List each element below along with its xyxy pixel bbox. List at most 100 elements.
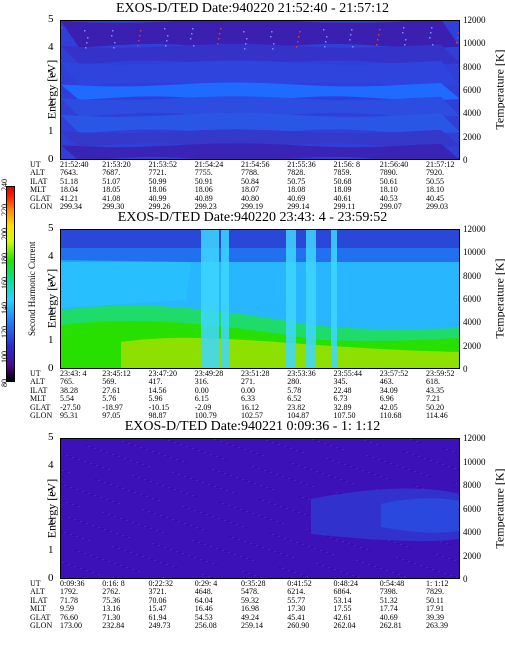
noise-dot	[253, 452, 255, 453]
noise-dot	[152, 543, 154, 544]
noise-dot	[293, 541, 295, 542]
temperature-tick-label: 8000	[463, 270, 481, 281]
noise-dot	[243, 557, 245, 558]
noise-dot	[86, 523, 88, 524]
noise-dot	[181, 522, 183, 523]
noise-dot	[236, 477, 238, 478]
noise-dot	[154, 560, 156, 561]
ephemeris-value: 299.26	[148, 202, 171, 211]
noise-dot	[113, 47, 115, 49]
panel-3-heatmap	[61, 439, 459, 578]
noise-dot	[120, 518, 122, 519]
noise-dot	[219, 549, 221, 550]
noise-dot	[314, 548, 316, 549]
noise-dot	[279, 522, 281, 523]
ephemeris-value: 7920.	[426, 168, 444, 178]
noise-dot	[408, 469, 410, 470]
noise-dot	[124, 458, 126, 459]
noise-dot	[102, 467, 104, 468]
noise-dot	[393, 464, 395, 465]
noise-dot	[365, 471, 367, 472]
ephemeris-value: 15.47	[148, 604, 167, 614]
noise-dot	[312, 439, 314, 440]
noise-dot	[78, 506, 80, 507]
temperature-tick-label: 10000	[463, 247, 486, 258]
noise-dot	[426, 475, 428, 476]
noise-dot	[396, 465, 398, 466]
noise-dot	[252, 513, 254, 514]
noise-dot	[191, 556, 193, 557]
noise-dot	[83, 522, 85, 523]
noise-dot	[264, 470, 266, 471]
noise-dot	[220, 28, 222, 30]
panel-3-title: EXOS-D/TED Date:940221 0:09:36 - 1: 1:12	[124, 419, 381, 434]
ephemeris-value: 5.78	[287, 385, 302, 395]
noise-dot	[170, 457, 172, 458]
noise-dot	[140, 494, 142, 495]
noise-dot	[414, 471, 416, 472]
noise-dot	[167, 35, 169, 37]
ephemeris-value: 38.28	[60, 385, 78, 395]
noise-dot	[285, 569, 287, 570]
noise-dot	[109, 453, 111, 454]
noise-dot	[215, 470, 217, 471]
noise-dot	[451, 467, 453, 468]
noise-dot	[199, 481, 201, 482]
noise-dot	[426, 567, 428, 568]
ephemeris-value: 21:54:24	[194, 160, 224, 169]
noise-dot	[160, 515, 162, 516]
noise-dot	[331, 476, 333, 477]
noise-dot	[332, 554, 334, 555]
ephemeris-value: 0:48:24	[333, 579, 358, 588]
ephemeris-value: 21:52:40	[60, 160, 89, 169]
noise-dot	[214, 439, 216, 440]
noise-dot	[405, 560, 407, 561]
noise-dot	[107, 530, 109, 531]
ephemeris-value: 7755.	[194, 168, 213, 178]
ephemeris-value: 49.24	[241, 612, 259, 622]
ephemeris-row-label: ILAT	[30, 595, 48, 605]
noise-dot	[457, 37, 459, 39]
noise-dot	[239, 525, 241, 526]
ephemeris-value: 104.87	[287, 411, 310, 420]
energy-tick-label: 3	[48, 69, 54, 81]
panel-2-plot	[60, 229, 460, 369]
ephemeris-value: 22.48	[333, 385, 352, 395]
noise-dot	[171, 441, 173, 442]
ephemeris-value: 59.32	[241, 595, 259, 605]
ephemeris-value: 75.36	[102, 595, 121, 605]
colorbar-tick-label: 80	[0, 379, 9, 387]
ephemeris-value: 41.21	[60, 193, 78, 203]
noise-dot	[87, 37, 89, 39]
noise-dot	[340, 571, 342, 572]
energy-tick-label: 2	[48, 97, 54, 109]
noise-dot	[118, 503, 120, 504]
noise-dot	[205, 530, 207, 531]
noise-dot	[262, 455, 264, 456]
noise-dot	[398, 574, 400, 575]
ephemeris-value: 173.00	[60, 621, 82, 630]
ephemeris-row-label: UT	[30, 160, 41, 169]
noise-dot	[444, 573, 446, 574]
noise-dot	[124, 550, 126, 551]
ephemeris-value: 50.11	[426, 595, 444, 605]
noise-dot	[420, 473, 422, 474]
temperature-axis-label: Temperature [K]	[492, 467, 505, 549]
noise-dot	[299, 451, 301, 452]
noise-dot	[302, 497, 304, 498]
noise-dot	[284, 446, 286, 447]
noise-dot	[64, 532, 66, 533]
noise-dot	[419, 487, 421, 488]
noise-dot	[349, 574, 351, 575]
noise-dot	[126, 520, 128, 521]
noise-dot	[119, 534, 121, 535]
ephemeris-value: 50.20	[426, 402, 444, 412]
noise-dot	[347, 465, 349, 466]
noise-dot	[156, 483, 158, 484]
ephemeris-value: 0:09:36	[60, 579, 85, 588]
noise-dot	[87, 554, 89, 555]
noise-dot	[346, 481, 348, 482]
noise-dot	[294, 480, 296, 481]
noise-dot	[172, 519, 174, 520]
noise-dot	[91, 447, 93, 448]
